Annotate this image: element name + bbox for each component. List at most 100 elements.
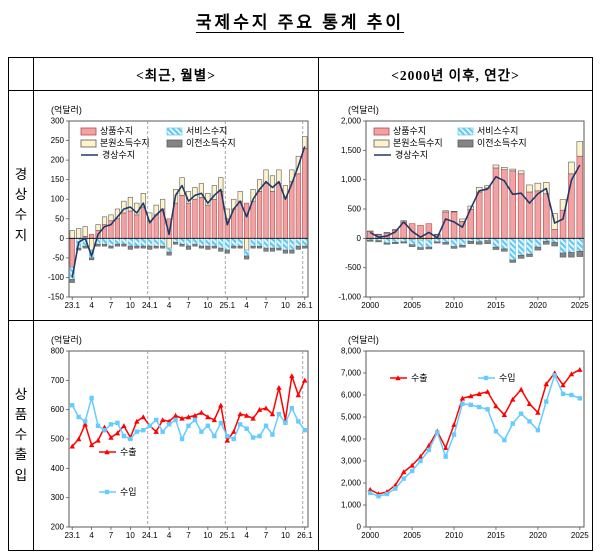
svg-text:수입: 수입 [499, 372, 516, 383]
svg-text:수입: 수입 [120, 486, 137, 497]
svg-text:수출: 수출 [411, 373, 428, 383]
svg-text:25.1: 25.1 [219, 301, 235, 310]
svg-text:200: 200 [50, 156, 64, 165]
svg-text:3,000: 3,000 [340, 457, 361, 466]
row-header-goods-trade-cell: 상품수출입 [9, 320, 34, 550]
svg-text:서비스수지: 서비스수지 [477, 126, 518, 136]
corner-cell [9, 58, 34, 91]
svg-text:4: 4 [244, 531, 249, 540]
svg-text:-100: -100 [47, 273, 64, 282]
svg-text:2020: 2020 [528, 531, 546, 540]
svg-text:0: 0 [356, 234, 361, 243]
chart-trade-annual: (억달러) 0 1,000 2,000 3,000 4,000 5,000 6,000 7,00… [340, 334, 588, 540]
svg-text:10: 10 [125, 301, 134, 310]
svg-text:-150: -150 [47, 293, 64, 302]
svg-text:4: 4 [89, 531, 94, 540]
svg-text:10: 10 [203, 301, 212, 310]
svg-text:7: 7 [186, 301, 191, 310]
svg-text:4: 4 [166, 531, 171, 540]
svg-text:경상수지: 경상수지 [102, 149, 135, 160]
svg-text:7,000: 7,000 [340, 369, 361, 378]
svg-text:2000: 2000 [361, 531, 379, 540]
row-header-goods-trade: 상품수출입 [14, 386, 28, 483]
svg-text:26.1: 26.1 [296, 301, 312, 310]
column-header-monthly: <최근, 월별> [34, 58, 319, 91]
svg-text:2005: 2005 [403, 531, 421, 540]
svg-text:2025: 2025 [570, 531, 588, 540]
svg-text:경상수지: 경상수지 [395, 149, 428, 160]
svg-text:1,000: 1,000 [340, 501, 361, 510]
svg-text:2,000: 2,000 [340, 117, 361, 126]
svg-text:2015: 2015 [487, 531, 505, 540]
svg-text:500: 500 [347, 205, 361, 214]
svg-text:0: 0 [59, 234, 64, 243]
chart-current-account-monthly: (억달러) -150 -100 -50 0 50 100 150 200 250 300 23.1 4 7… [47, 104, 312, 310]
svg-text:2015: 2015 [487, 301, 505, 310]
svg-text:(억달러): (억달러) [348, 104, 379, 115]
svg-text:4,000: 4,000 [340, 435, 361, 444]
svg-text:150: 150 [50, 175, 64, 184]
svg-text:23.1: 23.1 [64, 301, 80, 310]
page-title: 국제수지 주요 통계 추이 [195, 13, 405, 32]
cell-current-account-annual: (억달러) -1,000 -500 0 500 1,000 1,500 2,000 2000 20… [319, 91, 592, 321]
svg-text:24.1: 24.1 [141, 301, 157, 310]
svg-text:본원소득수지: 본원소득수지 [393, 138, 443, 148]
svg-text:300: 300 [50, 493, 64, 502]
cell-current-account-monthly: (억달러) -150 -100 -50 0 50 100 150 200 250 300 23.1 4 7… [34, 91, 319, 321]
svg-text:7: 7 [186, 531, 191, 540]
svg-text:7: 7 [263, 531, 268, 540]
row-header-current-account-cell: 경상수지 [9, 91, 34, 321]
svg-text:7: 7 [263, 301, 268, 310]
svg-text:100: 100 [50, 195, 64, 204]
svg-text:2020: 2020 [528, 301, 546, 310]
svg-text:400: 400 [50, 464, 64, 473]
svg-text:2005: 2005 [403, 301, 421, 310]
svg-text:26.1: 26.1 [296, 531, 312, 540]
svg-text:10: 10 [280, 531, 289, 540]
svg-text:600: 600 [50, 405, 64, 414]
chart-trade-monthly: (억달러) 200 300 400 500 600 700 800 23.1 4 7 10 24.1 4 7… [50, 334, 312, 540]
svg-text:50: 50 [55, 215, 64, 224]
svg-text:2000: 2000 [361, 301, 379, 310]
svg-text:-50: -50 [52, 254, 64, 263]
svg-text:4: 4 [244, 301, 249, 310]
svg-text:이전소득수지: 이전소득수지 [186, 138, 236, 148]
svg-text:본원소득수지: 본원소득수지 [100, 138, 150, 148]
svg-text:2025: 2025 [570, 301, 588, 310]
svg-text:1,500: 1,500 [340, 146, 361, 155]
svg-text:2,000: 2,000 [340, 479, 361, 488]
svg-text:10: 10 [125, 531, 134, 540]
svg-text:200: 200 [50, 523, 64, 532]
svg-text:(억달러): (억달러) [51, 334, 82, 345]
svg-text:(억달러): (억달러) [348, 334, 379, 345]
svg-text:300: 300 [50, 117, 64, 126]
svg-text:7: 7 [108, 301, 113, 310]
svg-text:700: 700 [50, 376, 64, 385]
svg-text:0: 0 [356, 523, 361, 532]
svg-text:10: 10 [280, 301, 289, 310]
svg-text:수출: 수출 [120, 447, 137, 457]
svg-text:-1,000: -1,000 [338, 293, 361, 302]
svg-text:23.1: 23.1 [64, 531, 80, 540]
svg-text:서비스수지: 서비스수지 [186, 126, 227, 136]
svg-text:4: 4 [166, 301, 171, 310]
svg-text:6,000: 6,000 [340, 391, 361, 400]
svg-text:-500: -500 [344, 263, 361, 272]
svg-text:250: 250 [50, 136, 64, 145]
svg-text:25.1: 25.1 [219, 531, 235, 540]
svg-text:24.1: 24.1 [141, 531, 157, 540]
svg-text:(억달러): (억달러) [51, 104, 82, 115]
svg-text:5,000: 5,000 [340, 413, 361, 422]
svg-text:이전소득수지: 이전소득수지 [477, 138, 527, 148]
summary-table: <최근, 월별> <2000년 이후, 연간> 경상수지 (억달러) -150 -1… [8, 57, 593, 551]
row-header-current-account: 경상수지 [14, 166, 28, 243]
svg-text:8,000: 8,000 [340, 347, 361, 356]
cell-trade-annual: (억달러) 0 1,000 2,000 3,000 4,000 5,000 6,000 7,00… [319, 320, 592, 550]
svg-text:10: 10 [203, 531, 212, 540]
chart-current-account-annual: (억달러) -1,000 -500 0 500 1,000 1,500 2,000 2000 20… [338, 104, 589, 310]
svg-text:2010: 2010 [445, 301, 463, 310]
svg-text:4: 4 [89, 301, 94, 310]
svg-text:상품수지: 상품수지 [100, 126, 133, 136]
svg-text:7: 7 [108, 531, 113, 540]
column-header-annual: <2000년 이후, 연간> [319, 58, 592, 91]
